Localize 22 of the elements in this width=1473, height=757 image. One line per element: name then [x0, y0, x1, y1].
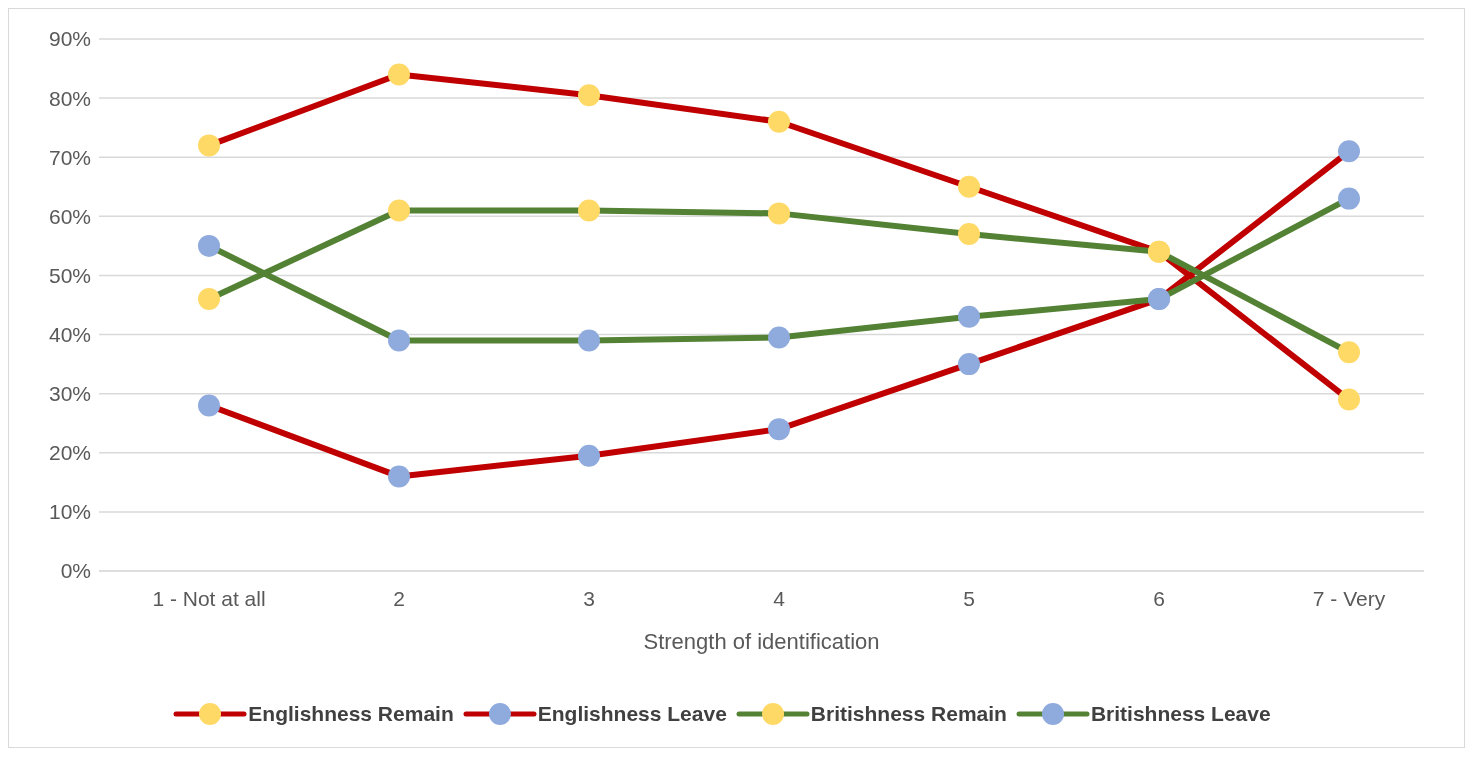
x-tick-label: 1 - Not at all	[152, 586, 266, 610]
y-tick-label: 30%	[48, 382, 91, 406]
y-tick-label: 50%	[48, 263, 91, 287]
x-tick-label: 6	[1153, 586, 1165, 610]
x-tick-label: 5	[963, 586, 975, 610]
y-tick-label: 90%	[48, 27, 91, 51]
y-tick-label: 60%	[48, 204, 91, 228]
y-tick-label: 80%	[48, 86, 91, 110]
y-tick-label: 0%	[60, 559, 91, 583]
y-tick-label: 40%	[48, 323, 91, 347]
legend-label: Englishness Remain	[248, 702, 454, 726]
x-tick-label: 7 - Very	[1312, 586, 1386, 610]
x-tick-label: 2	[393, 586, 405, 610]
x-axis-title: Strength of identification	[643, 629, 880, 654]
x-tick-label: 4	[773, 586, 786, 610]
y-tick-label: 20%	[48, 441, 91, 465]
legend-label: Englishness Leave	[537, 702, 727, 726]
legend-label: Britishness Remain	[810, 702, 1007, 726]
x-tick-label: 3	[583, 586, 595, 610]
legend-label: Britishness Leave	[1090, 702, 1271, 726]
y-tick-label: 10%	[48, 500, 91, 524]
y-tick-label: 70%	[48, 145, 91, 169]
